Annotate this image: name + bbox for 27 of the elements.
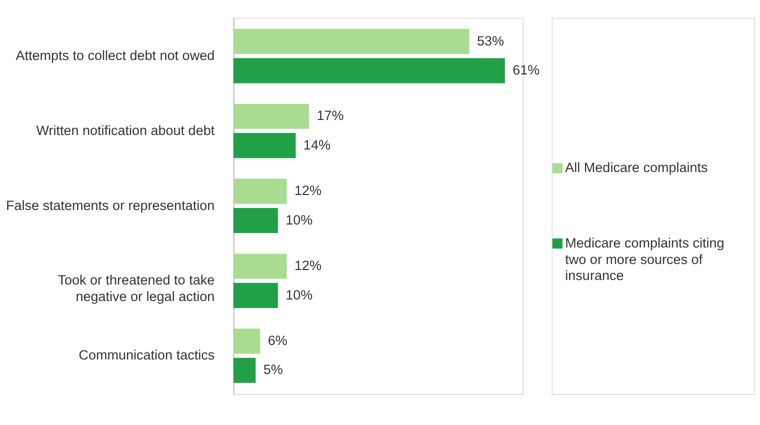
data-label: 61% bbox=[512, 62, 540, 78]
data-label: 10% bbox=[286, 212, 313, 228]
data-label: 12% bbox=[294, 258, 322, 274]
bar bbox=[233, 328, 260, 354]
bar bbox=[233, 133, 296, 158]
bar bbox=[233, 28, 470, 54]
bar bbox=[233, 254, 287, 279]
bar bbox=[233, 358, 256, 383]
y-tick-label: Attempts to collect debt not owed bbox=[16, 48, 215, 63]
bar bbox=[233, 282, 278, 308]
bar bbox=[233, 104, 310, 129]
y-tick-label: False statements or representation bbox=[6, 198, 215, 213]
y-tick-label: Communication tactics bbox=[78, 348, 215, 363]
bar bbox=[233, 58, 505, 84]
data-label: 14% bbox=[303, 137, 330, 152]
data-label: 10% bbox=[286, 287, 313, 302]
data-label: 12% bbox=[294, 183, 322, 198]
bar bbox=[233, 178, 287, 204]
legend-label: All Medicare complaints bbox=[565, 160, 708, 176]
data-label: 6% bbox=[268, 333, 288, 348]
data-label: 5% bbox=[263, 362, 283, 378]
y-tick-label: Took or threatened to take negative or legal action bbox=[58, 272, 215, 304]
y-tick-label: Written notification about debt bbox=[36, 122, 215, 138]
data-label: 17% bbox=[316, 108, 344, 124]
data-label: 53% bbox=[477, 33, 504, 48]
bar bbox=[233, 208, 278, 234]
legend-label: Medicare complaints citing two or more sources of insurance bbox=[565, 235, 724, 284]
